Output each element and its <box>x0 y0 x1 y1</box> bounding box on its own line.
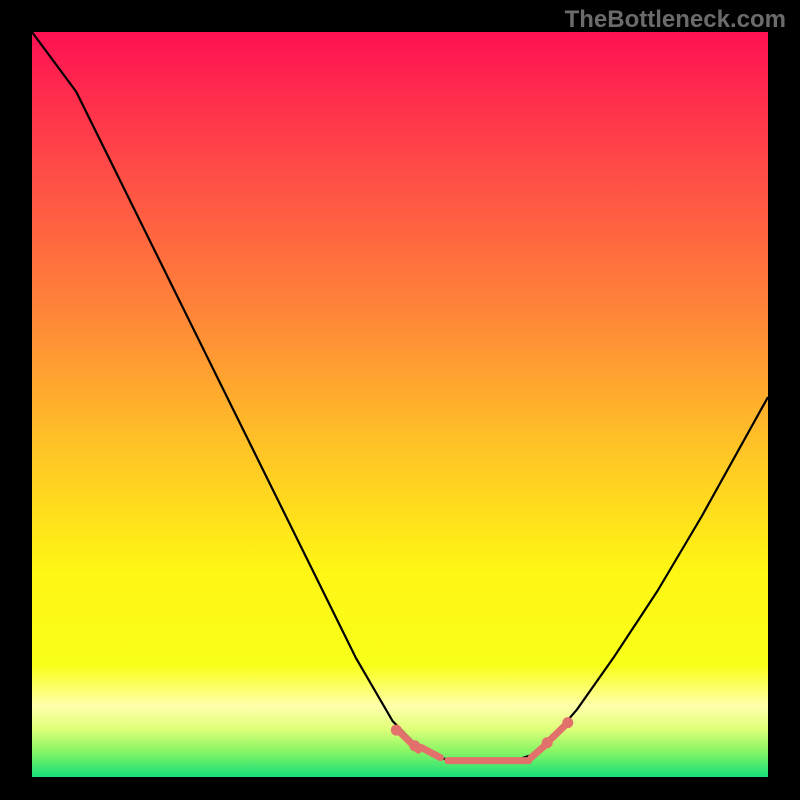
chart-svg <box>32 32 768 777</box>
attribution-text: TheBottleneck.com <box>565 6 786 34</box>
bottleneck-chart <box>32 32 768 777</box>
chart-background <box>32 32 768 777</box>
